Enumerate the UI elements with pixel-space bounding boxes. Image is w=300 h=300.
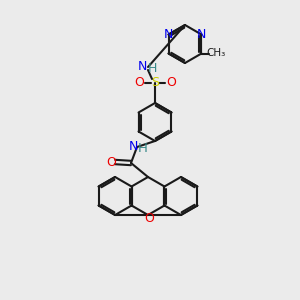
Text: N: N bbox=[164, 28, 173, 41]
Text: H: H bbox=[147, 62, 157, 76]
Text: O: O bbox=[166, 76, 176, 89]
Text: N: N bbox=[128, 140, 138, 152]
Text: CH₃: CH₃ bbox=[207, 49, 226, 58]
Text: H: H bbox=[138, 142, 148, 155]
Text: N: N bbox=[197, 28, 206, 41]
Text: O: O bbox=[134, 76, 144, 89]
Text: N: N bbox=[137, 61, 147, 74]
Text: O: O bbox=[144, 212, 154, 224]
Text: O: O bbox=[106, 155, 116, 169]
Text: S: S bbox=[151, 76, 159, 89]
